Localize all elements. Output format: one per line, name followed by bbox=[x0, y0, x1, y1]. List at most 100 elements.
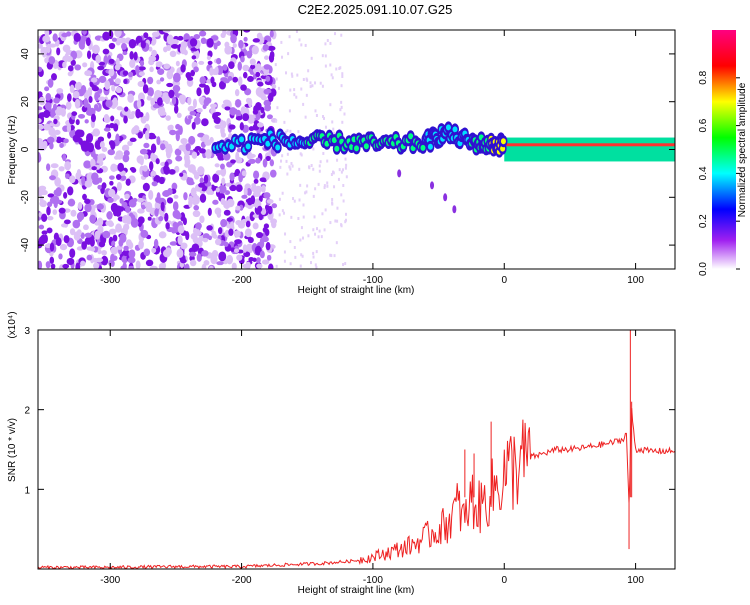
noise-speck bbox=[183, 192, 188, 201]
noise-speck bbox=[192, 98, 197, 109]
noise-speck bbox=[62, 263, 70, 269]
noise-speck bbox=[151, 49, 157, 57]
noise-speck bbox=[67, 71, 73, 77]
noise-speck bbox=[165, 115, 171, 121]
noise-speck bbox=[171, 39, 179, 45]
noise-speck bbox=[329, 253, 332, 257]
noise-speck bbox=[331, 120, 334, 124]
noise-speck bbox=[125, 215, 132, 225]
noise-speck bbox=[81, 241, 87, 250]
noise-speck bbox=[204, 139, 212, 146]
noise-speck bbox=[159, 77, 165, 82]
noise-speck bbox=[115, 133, 120, 143]
noise-speck bbox=[171, 182, 178, 191]
noise-speck bbox=[245, 261, 251, 269]
noise-speck bbox=[162, 190, 169, 197]
noise-speck bbox=[187, 96, 192, 106]
noise-speck bbox=[286, 129, 289, 133]
noise-speck bbox=[297, 130, 300, 134]
noise-speck bbox=[318, 169, 321, 173]
spectrogram-y-axis: -40 -20 0 20 40 bbox=[20, 48, 675, 252]
noise-speck bbox=[243, 186, 248, 197]
noise-speck bbox=[137, 80, 145, 88]
noise-speck bbox=[148, 46, 153, 52]
noise-speck bbox=[261, 185, 266, 193]
noise-speck bbox=[274, 63, 277, 67]
noise-speck bbox=[246, 204, 253, 210]
noise-speck bbox=[155, 61, 163, 68]
noise-speck bbox=[309, 81, 312, 85]
noise-speck bbox=[80, 232, 85, 239]
noise-speck bbox=[341, 72, 344, 76]
noise-speck bbox=[69, 84, 75, 94]
noise-speck bbox=[304, 43, 307, 47]
noise-speck bbox=[340, 84, 343, 88]
noise-speck bbox=[307, 234, 310, 238]
noise-speck bbox=[266, 199, 274, 204]
signal-branch-point bbox=[430, 181, 435, 190]
noise-speck bbox=[48, 43, 57, 48]
noise-speck bbox=[259, 177, 267, 183]
noise-speck bbox=[171, 96, 177, 105]
colorbar-tick-label: 0.6 bbox=[698, 118, 709, 132]
noise-speck bbox=[129, 137, 137, 143]
noise-speck bbox=[324, 64, 327, 68]
noise-speck bbox=[233, 248, 240, 253]
noise-speck bbox=[297, 217, 300, 221]
noise-speck bbox=[243, 36, 248, 42]
noise-speck bbox=[83, 160, 92, 169]
noise-speck bbox=[275, 264, 278, 268]
noise-speck bbox=[207, 207, 212, 217]
snr-y-label: SNR (10 * v/v) bbox=[7, 418, 18, 482]
noise-speck bbox=[298, 167, 301, 171]
noise-speck bbox=[119, 198, 124, 204]
noise-speck bbox=[76, 212, 85, 221]
noise-speck bbox=[69, 248, 76, 259]
y-tick-label: 2 bbox=[24, 406, 30, 417]
noise-speck bbox=[118, 238, 124, 247]
noise-speck bbox=[245, 229, 252, 238]
noise-speck bbox=[69, 228, 76, 236]
noise-speck bbox=[312, 251, 315, 255]
noise-speck bbox=[66, 93, 72, 102]
x-tick-label: -100 bbox=[363, 575, 383, 586]
noise-speck bbox=[326, 159, 329, 163]
noise-speck bbox=[97, 177, 103, 183]
noise-speck bbox=[330, 173, 333, 177]
noise-speck bbox=[189, 110, 197, 116]
y-tick-label: 20 bbox=[20, 96, 31, 108]
noise-speck bbox=[71, 111, 78, 117]
noise-speck bbox=[331, 76, 334, 80]
noise-speck bbox=[314, 109, 317, 113]
noise-speck bbox=[122, 249, 130, 257]
noise-speck bbox=[323, 186, 326, 190]
noise-speck bbox=[269, 169, 277, 178]
noise-speck bbox=[114, 78, 121, 85]
noise-speck bbox=[211, 230, 217, 239]
noise-speck bbox=[311, 84, 314, 88]
noise-speck bbox=[38, 118, 42, 124]
noise-speck bbox=[63, 138, 69, 144]
noise-speck bbox=[240, 55, 245, 63]
noise-speck bbox=[162, 93, 167, 102]
noise-speck bbox=[256, 263, 263, 269]
noise-speck bbox=[339, 108, 342, 112]
noise-speck bbox=[53, 97, 60, 104]
noise-speck bbox=[189, 38, 198, 47]
noise-speck bbox=[90, 246, 96, 252]
x-tick-label: 0 bbox=[501, 275, 507, 286]
noise-speck bbox=[96, 217, 104, 227]
noise-speck bbox=[164, 212, 169, 222]
noise-speck bbox=[302, 215, 305, 219]
noise-speck bbox=[265, 204, 270, 211]
noise-speck bbox=[123, 150, 130, 157]
noise-speck bbox=[116, 106, 123, 111]
noise-speck bbox=[315, 250, 318, 254]
noise-speck bbox=[251, 45, 259, 55]
noise-speck bbox=[150, 134, 157, 140]
noise-speck bbox=[324, 42, 327, 46]
noise-speck bbox=[277, 86, 280, 90]
noise-speck bbox=[65, 101, 72, 110]
noise-speck bbox=[69, 175, 76, 184]
